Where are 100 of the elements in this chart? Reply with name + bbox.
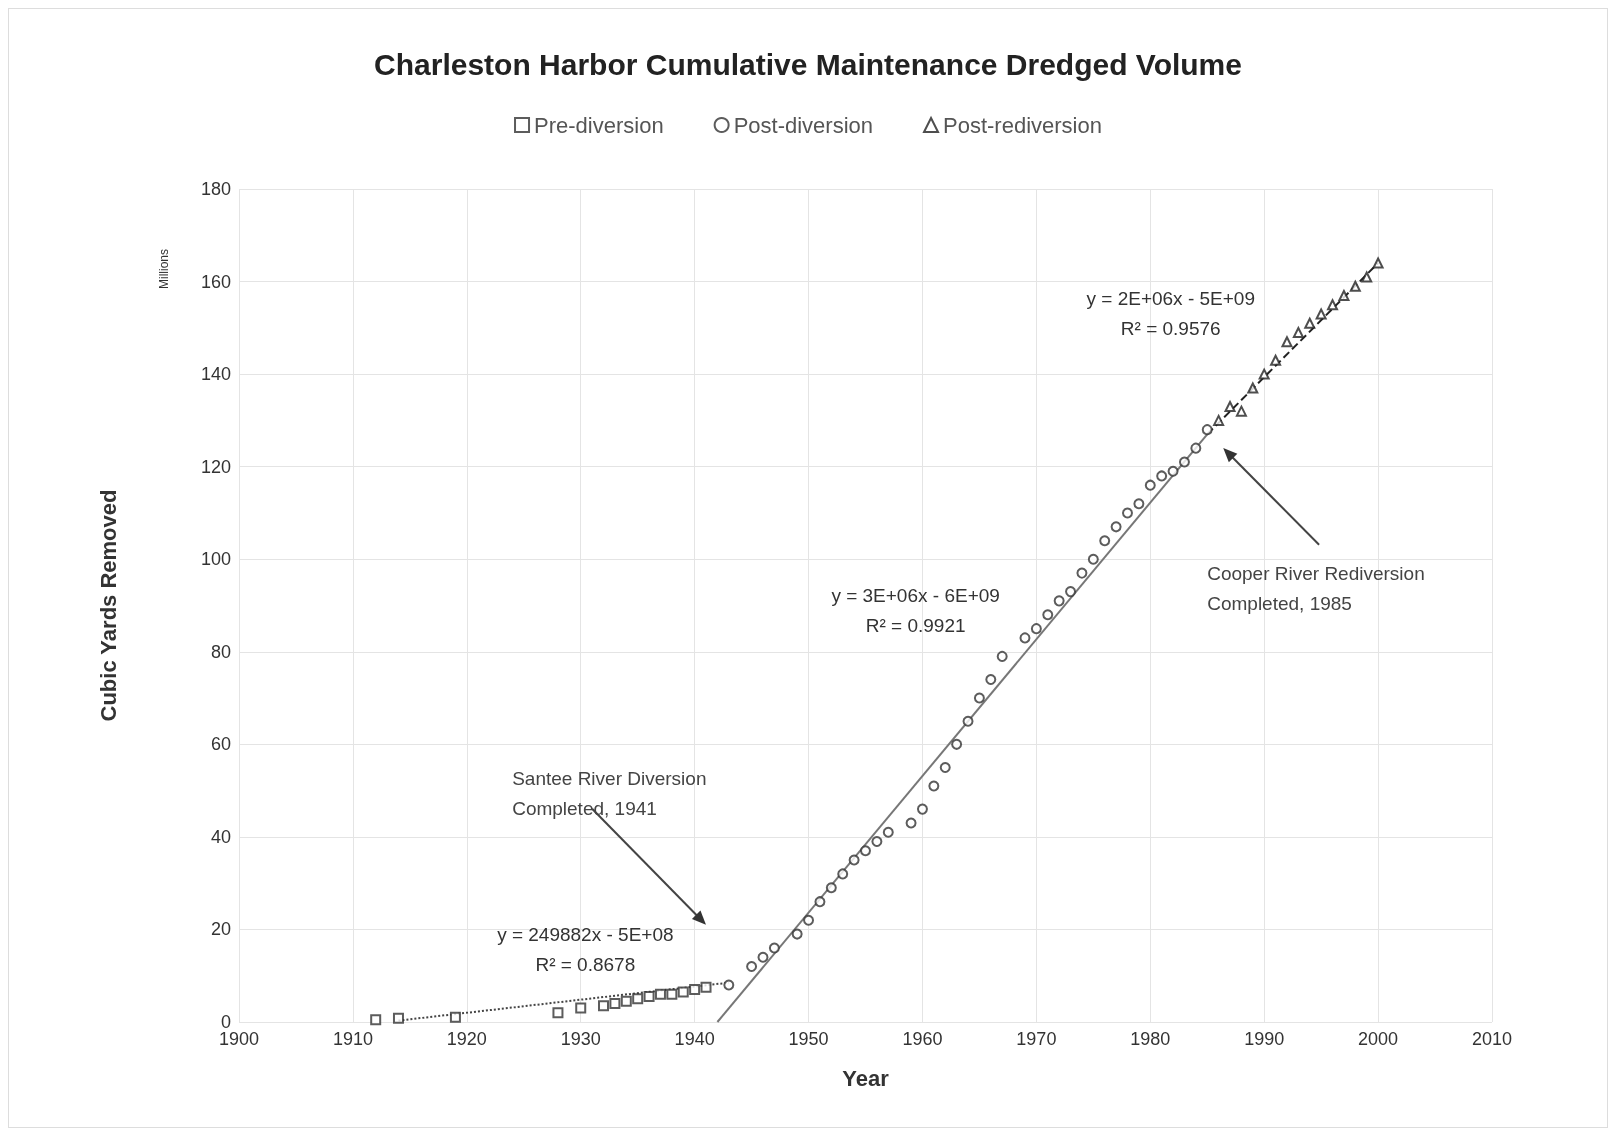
point	[757, 951, 769, 963]
point	[1201, 424, 1213, 436]
point	[1372, 257, 1384, 269]
y-tick-label: 80	[210, 641, 231, 662]
point	[746, 960, 758, 972]
point	[1144, 479, 1156, 491]
point	[1087, 553, 1099, 565]
point	[723, 979, 735, 991]
x-tick-label: 1920	[446, 1029, 487, 1049]
point	[370, 1014, 382, 1026]
point	[814, 896, 826, 908]
annotation: y = 3E+06x - 6E+09 R² = 0.9921	[831, 585, 1000, 636]
point	[1167, 465, 1179, 477]
legend-label: Post-diversion	[733, 112, 874, 138]
y-tick-label: 180	[200, 179, 231, 199]
point	[825, 882, 837, 894]
point	[598, 1000, 610, 1012]
x-tick-label: 2000	[1358, 1029, 1399, 1049]
point	[1270, 354, 1282, 366]
y-tick-label: 120	[200, 456, 231, 477]
point	[1156, 470, 1168, 482]
point	[1053, 595, 1065, 607]
y-tick-label: 160	[200, 271, 231, 292]
point	[620, 995, 632, 1007]
annotation: y = 249882x - 5E+08 R² = 0.8678	[497, 924, 674, 976]
point	[1042, 609, 1054, 621]
point	[871, 836, 883, 848]
point	[985, 674, 997, 686]
point	[1065, 586, 1077, 598]
x-tick-label: 1930	[560, 1029, 601, 1049]
point	[973, 692, 985, 704]
x-tick-label: 2010	[1471, 1029, 1513, 1049]
annotation: y = 2E+06x - 5E+09 R² = 0.9576	[1086, 288, 1255, 340]
point	[643, 991, 655, 1003]
chart-title: Charleston Harbor Cumulative Maintenance Dredged Volume	[374, 47, 1242, 81]
point	[1349, 280, 1361, 292]
point	[803, 914, 815, 926]
annotation: Santee River Diversion Completed, 1941	[512, 768, 707, 820]
point	[632, 993, 644, 1005]
text: Millions	[157, 248, 171, 290]
x-tick-label: 1910	[332, 1029, 373, 1049]
point	[1133, 498, 1145, 510]
x-tick-label: 1990	[1244, 1029, 1285, 1049]
point	[1327, 299, 1339, 311]
x-tick-label: 1900	[218, 1029, 260, 1049]
point	[666, 988, 678, 1000]
point	[575, 1002, 587, 1014]
point	[392, 1012, 404, 1024]
point	[1178, 456, 1190, 468]
x-tick-label: 1980	[1130, 1029, 1171, 1049]
point	[837, 868, 849, 880]
y-tick-label: 140	[200, 364, 231, 385]
point	[1076, 567, 1088, 579]
x-tick-label: 1960	[902, 1029, 943, 1049]
point	[449, 1011, 461, 1023]
point	[905, 817, 917, 829]
point	[1258, 368, 1270, 380]
point	[1224, 401, 1236, 413]
point	[860, 845, 871, 857]
point	[1304, 317, 1316, 329]
point	[1338, 289, 1350, 301]
point	[654, 988, 666, 1000]
point	[996, 650, 1008, 662]
point	[1315, 308, 1327, 320]
point	[609, 997, 621, 1009]
point	[1122, 507, 1133, 519]
point	[951, 738, 963, 750]
point	[1247, 382, 1259, 394]
point	[1361, 271, 1373, 283]
y-axis-title: Cubic Yards Removed	[95, 489, 121, 722]
point	[1190, 442, 1202, 454]
y-tick-label: 0	[220, 1012, 231, 1032]
annotation: Cooper River Rediversion Completed, 1985	[1207, 563, 1425, 615]
point	[1019, 632, 1031, 644]
y-tick-label: 60	[210, 734, 231, 755]
point	[1099, 535, 1111, 547]
point	[677, 986, 689, 998]
point	[916, 803, 928, 815]
point	[1110, 521, 1122, 533]
legend-label: Post-rediversion	[943, 112, 1102, 138]
point	[848, 854, 860, 866]
x-tick-label: 1940	[674, 1029, 715, 1049]
point	[1235, 405, 1247, 417]
point	[791, 928, 803, 940]
point	[689, 984, 701, 996]
point	[1030, 623, 1042, 635]
y-tick-label: 40	[210, 826, 231, 847]
x-axis-title: Year	[842, 1065, 890, 1091]
point	[939, 761, 951, 773]
point	[1292, 326, 1304, 338]
y-tick-label: 20	[210, 919, 231, 940]
point	[700, 981, 712, 993]
x-tick-label: 1950	[788, 1029, 829, 1049]
point	[882, 826, 894, 838]
y-tick-label: 100	[200, 549, 231, 570]
point	[1213, 414, 1225, 426]
point	[768, 942, 780, 954]
x-tick-label: 1970	[1016, 1029, 1057, 1049]
point	[1281, 336, 1293, 348]
legend-label: Pre-diversion	[534, 112, 664, 138]
